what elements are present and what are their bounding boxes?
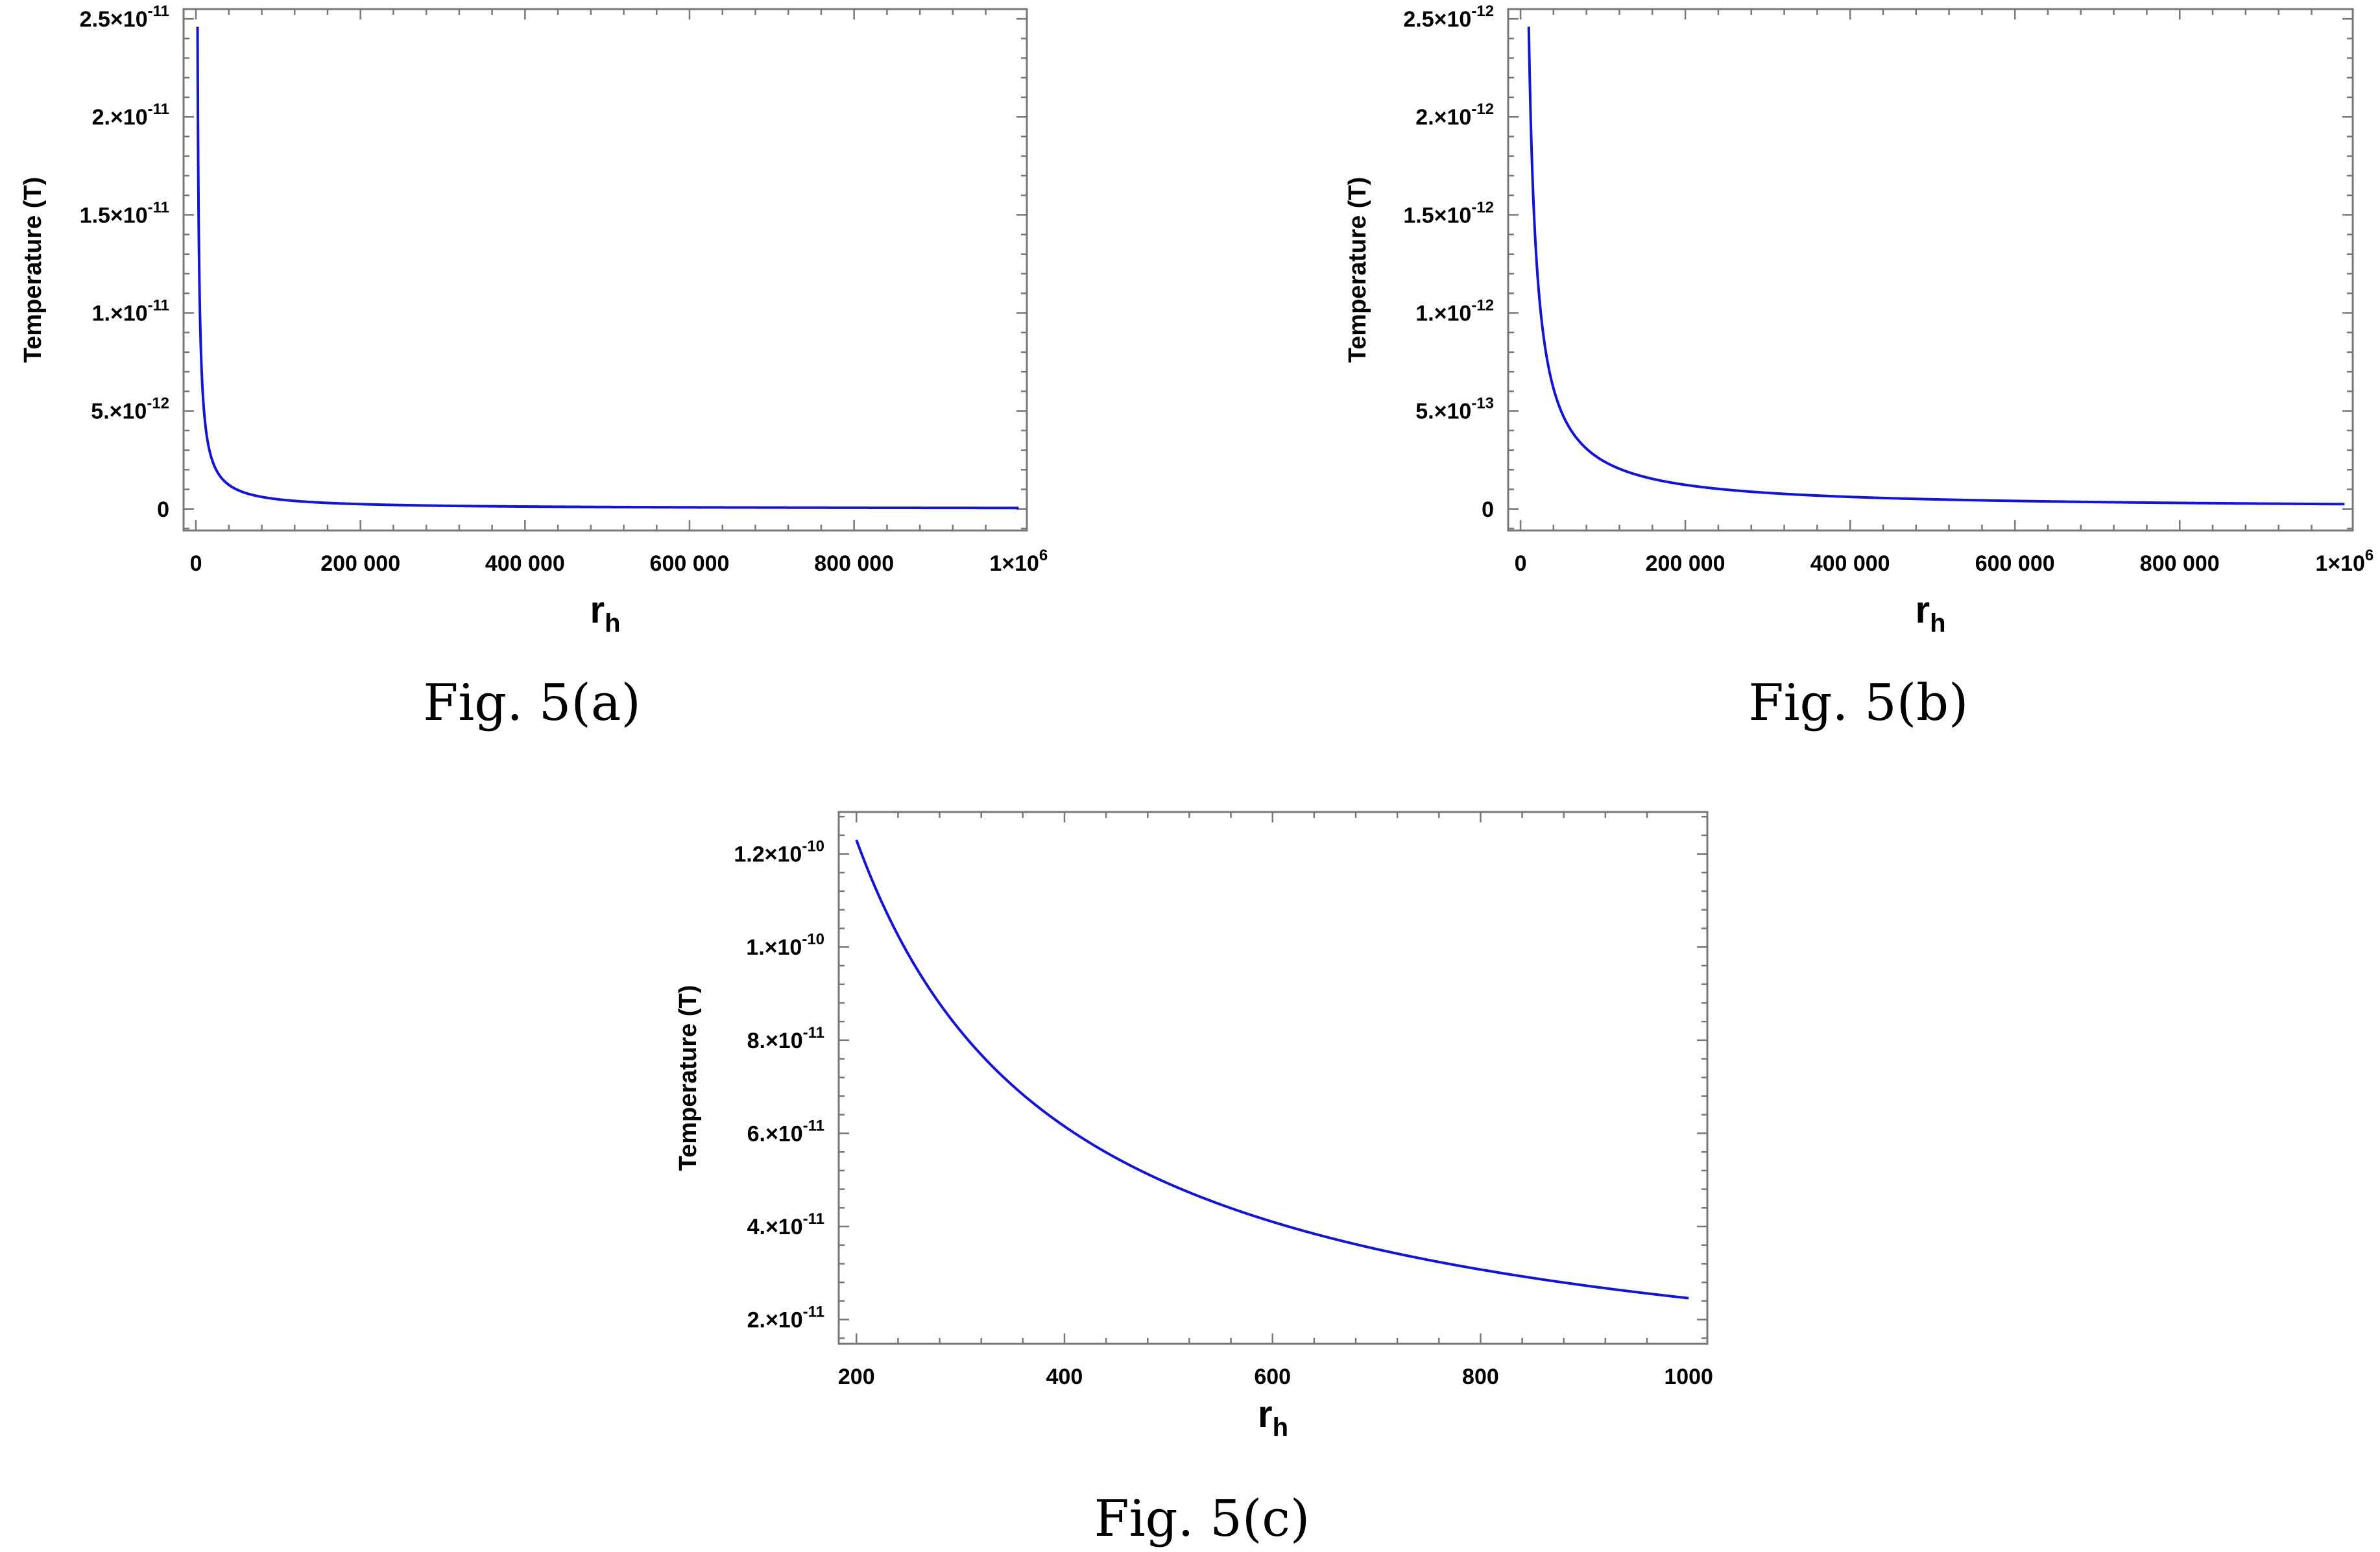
series-line (855, 839, 1689, 1300)
x-tick-label: 1×106 (2315, 547, 2374, 576)
y-axis-title: Temperature (T) (1344, 177, 1371, 363)
series-line (1527, 27, 2345, 506)
x-tick-label: 400 000 (1810, 551, 1890, 576)
x-tick-label: 200 000 (320, 551, 400, 576)
x-tick-label: 600 (1254, 1365, 1291, 1389)
x-tick-label: 1×106 (989, 547, 1048, 576)
x-tick-label: 800 000 (2140, 551, 2220, 576)
x-axis-title: rh (1915, 589, 1945, 638)
chart-panel-c: 200 400 600 800 10002.×10-114.×10-116.×10-11… (675, 811, 1713, 1548)
y-axis-title: Temperature (T) (19, 177, 47, 363)
x-tick-label: 200 000 (1646, 551, 1725, 576)
x-tick-label: 1000 (1664, 1365, 1713, 1389)
plot-frame (182, 8, 1028, 532)
figure-caption: Fig. 5(a) (423, 674, 641, 732)
x-tick-label: 400 (1046, 1365, 1083, 1389)
x-tick-label: 400 000 (485, 551, 565, 576)
plot-frame (1507, 8, 2354, 532)
figure-caption: Fig. 5(b) (1748, 674, 1968, 732)
x-tick-label: 0 (1515, 551, 1527, 576)
y-tick-label: 5.×10-13 (1415, 395, 1494, 424)
y-axis-title: Temperature (T) (675, 985, 702, 1171)
x-tick-label: 800 (1462, 1365, 1499, 1389)
y-tick-label: 0 (1482, 497, 1494, 522)
y-tick-label: 0 (157, 497, 169, 522)
x-tick-label: 600 000 (650, 551, 730, 576)
figure-caption: Fig. 5(c) (1094, 1490, 1310, 1548)
y-tick-label: 2.5×10-12 (1403, 3, 1494, 32)
x-tick-label: 800 000 (814, 551, 894, 576)
series-line (196, 27, 1019, 510)
chart-panel-a: 0 200 000 400 000 600 000 800 000 1×10605.×10… (19, 3, 1048, 732)
x-tick-label: 200 (838, 1365, 875, 1389)
chart-panel-b: 0 200 000 400 000 600 000 800 000 1×106 0 5.×10… (1344, 3, 2374, 732)
x-tick-label: 0 (190, 551, 202, 576)
x-tick-label: 600 000 (1975, 551, 2055, 576)
